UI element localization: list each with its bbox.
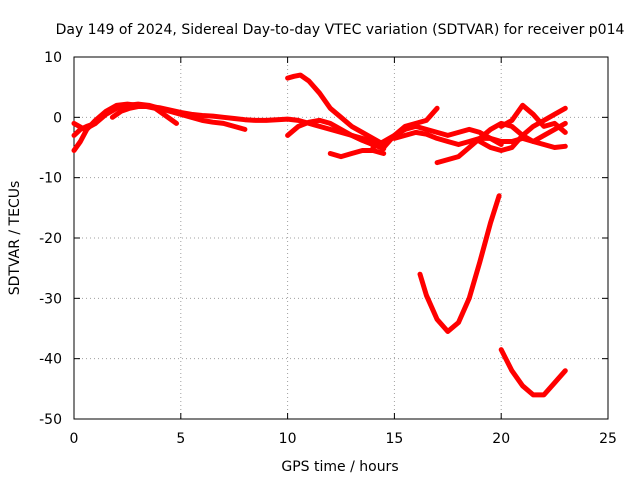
y-tick-label: 10	[44, 50, 62, 66]
series-arc9	[370, 123, 504, 150]
series-arc5	[285, 72, 387, 147]
x-tick-label: 5	[176, 431, 185, 447]
series-arc4	[109, 104, 179, 126]
y-tick-label: -30	[39, 291, 62, 307]
y-axis-ticks: 10 0 -10 -20 -30 -40 -50	[39, 50, 608, 428]
x-tick-label: 0	[70, 431, 79, 447]
series-arc7	[327, 148, 387, 160]
y-tick-label: -40	[39, 352, 62, 368]
y-tick-label: -10	[39, 171, 62, 187]
x-axis-label: GPS time / hours	[281, 459, 398, 475]
series-arc14	[417, 193, 502, 334]
chart-title: Day 149 of 2024, Sidereal Day-to-day VTE…	[56, 22, 625, 38]
x-tick-label: 15	[385, 431, 403, 447]
x-tick-label: 20	[492, 431, 510, 447]
x-axis-ticks: 0 5 10 15 20 25	[70, 57, 617, 447]
y-tick-label: -50	[39, 412, 62, 428]
y-tick-label: 0	[53, 110, 62, 126]
y-axis-label: SDTVAR / TECUs	[7, 181, 23, 296]
series-arc1	[71, 101, 387, 153]
series-arc11	[434, 120, 568, 166]
series-arc13	[498, 102, 568, 135]
y-tick-label: -20	[39, 231, 62, 247]
grid	[74, 57, 608, 419]
series-arc15	[498, 347, 568, 398]
x-tick-label: 10	[279, 431, 297, 447]
series-arc12	[477, 105, 568, 153]
x-tick-label: 25	[599, 431, 617, 447]
series-group	[71, 72, 568, 398]
